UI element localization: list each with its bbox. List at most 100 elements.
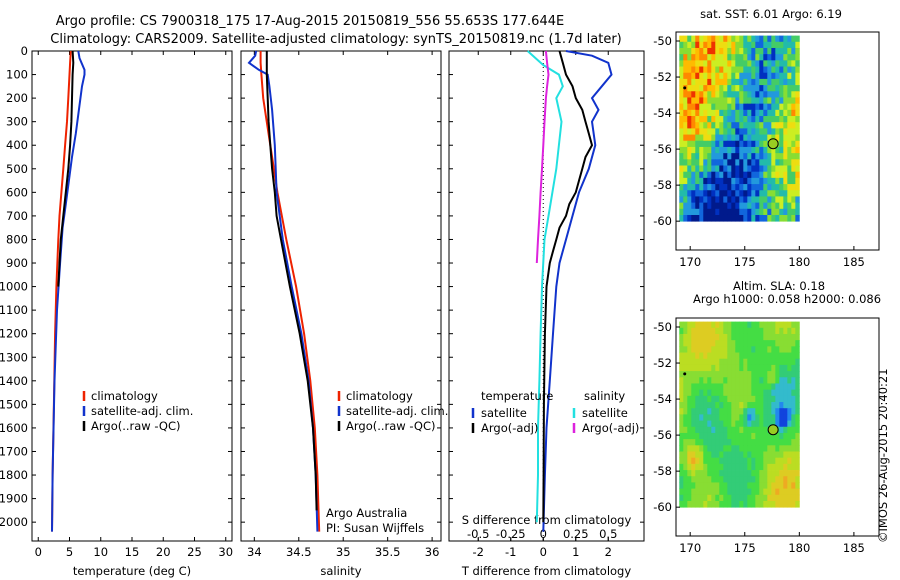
sst-map-cell: [711, 140, 716, 148]
sst-map-cell: [711, 146, 716, 154]
sla-map-cell: [691, 457, 696, 465]
sst-map-cell: [715, 78, 720, 86]
sst-map-cell: [747, 122, 752, 129]
sla-map-cell: [735, 383, 740, 391]
sst-map-cell: [731, 60, 736, 67]
sla-map-cell: [683, 494, 688, 502]
sla-map-cell: [691, 333, 696, 341]
sla-map-cell: [771, 358, 776, 366]
sla-map-cell: [735, 377, 740, 384]
sst-map-cell: [695, 116, 700, 123]
sst-map-cell: [775, 134, 780, 142]
sla-map-cell: [783, 426, 788, 434]
sst-map-cell: [787, 66, 792, 74]
sst-map-cell: [715, 128, 720, 135]
sst-map-cell: [743, 208, 748, 216]
sst-map-cell: [707, 109, 712, 117]
sst-map-cell: [767, 214, 772, 222]
sla-map-cell: [699, 383, 704, 391]
sst-map-frame: [675, 31, 880, 251]
sst-map-cell: [707, 35, 712, 43]
sst-map-cell: [755, 184, 760, 191]
sst-map-cell: [687, 116, 692, 123]
sst-map-cell: [735, 116, 740, 123]
sla-map-cell: [743, 327, 748, 335]
temperature-legend-label: satellite-adj. clim.: [91, 404, 193, 418]
sla-map-subtitle: Argo h1000: 0.058 h2000: 0.086: [693, 292, 881, 306]
sst-map-cell: [699, 128, 704, 135]
sla-map-cell: [763, 432, 768, 440]
sst-map-cell: [751, 177, 756, 185]
sst-map-cell: [715, 214, 720, 222]
sst-map-cell: [691, 146, 696, 154]
sst-map-cell: [775, 208, 780, 216]
sst-map-cell: [787, 78, 792, 86]
sst-map-cell: [687, 122, 692, 129]
sst-map-cell: [715, 109, 720, 117]
sla-map-cell: [791, 463, 796, 471]
sst-map-cell: [747, 196, 752, 204]
sla-map-cell: [787, 426, 792, 434]
sst-map-cell: [795, 47, 800, 55]
sla-map-cell: [687, 346, 692, 353]
sst-map-cell: [739, 60, 744, 67]
sla-map-cell: [767, 470, 772, 477]
sst-map-cell: [727, 202, 732, 210]
sla-map-cell: [679, 358, 684, 366]
sla-map-cell: [739, 432, 744, 440]
sst-map-cell: [795, 214, 800, 222]
sst-map-cell: [747, 116, 752, 123]
sst-map-cell: [771, 103, 776, 111]
sla-map-cell: [723, 364, 728, 372]
sla-map-cell: [759, 470, 764, 477]
depth-tick-label: 1200: [0, 327, 28, 341]
sla-map-cell: [775, 327, 780, 335]
sst-map-cell: [707, 41, 712, 49]
sst-map-cell: [711, 47, 716, 55]
sla-map-cell: [699, 476, 704, 483]
sla-map-cell: [747, 414, 752, 421]
sst-map-y-tick-label: -52: [653, 70, 672, 84]
sla-map-cell: [755, 333, 760, 341]
sst-map-cell: [763, 97, 768, 105]
sst-map-cell: [755, 140, 760, 148]
sst-map-cell: [747, 134, 752, 142]
sst-map-cell: [755, 103, 760, 111]
sst-map-cell: [779, 171, 784, 179]
sst-map-cell: [783, 41, 788, 49]
sst-map-cell: [751, 35, 756, 43]
sla-map-cell: [751, 476, 756, 483]
sla-map-cell: [747, 432, 752, 440]
sst-map-cell: [707, 72, 712, 80]
sla-map-cell: [755, 346, 760, 353]
sst-map-cell: [751, 41, 756, 49]
sst-map-cell: [723, 165, 728, 173]
sst-map-cell: [731, 97, 736, 105]
sla-map-cell: [747, 420, 752, 428]
sla-map-cell: [715, 414, 720, 421]
sla-map-cell: [751, 470, 756, 477]
sst-map-cell: [759, 122, 764, 129]
sla-map-cell: [775, 445, 780, 452]
sst-map-cell: [775, 165, 780, 173]
sst-map-cell: [735, 85, 740, 92]
sla-map-cell: [751, 377, 756, 384]
sla-map-cell: [735, 414, 740, 421]
sst-map-cell: [687, 146, 692, 154]
sla-map-cell: [763, 340, 768, 347]
sla-map-cell: [795, 494, 800, 502]
sst-map-cell: [707, 116, 712, 123]
sst-map-cell: [759, 159, 764, 166]
sst-map-cell: [775, 54, 780, 61]
temperature-legend-label: climatology: [91, 389, 158, 403]
sst-map-cell: [739, 128, 744, 135]
sla-map-cell: [695, 457, 700, 465]
sla-map-cell: [795, 358, 800, 366]
sla-map-cell: [775, 402, 780, 409]
sst-map-cell: [703, 122, 708, 129]
temperature-series-argorawqc: [57, 50, 75, 287]
difference-x-tick-label: 2: [605, 545, 612, 559]
sst-map-cell: [791, 47, 796, 55]
sla-map-cell: [699, 482, 704, 490]
sla-map-cell: [755, 352, 760, 360]
